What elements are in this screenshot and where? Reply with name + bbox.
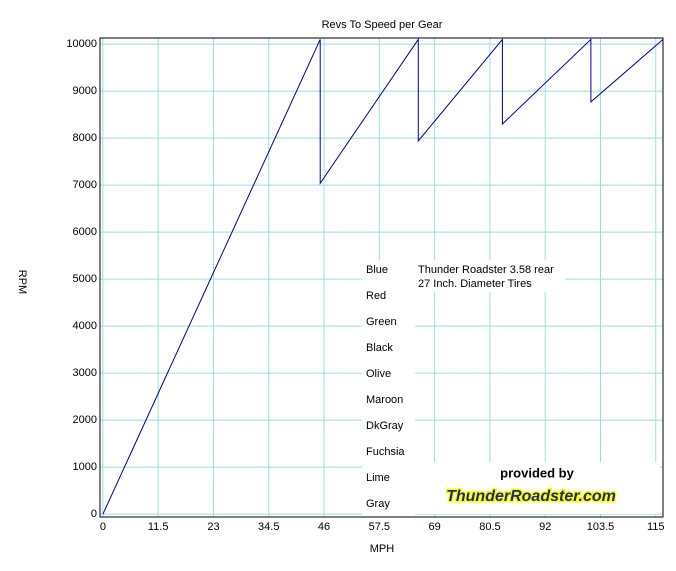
logo-box: [415, 462, 660, 514]
x-tick-label: 69: [429, 521, 441, 533]
legend-entry: Fuchsia: [366, 446, 405, 458]
logo: ThunderRoadster.com: [446, 488, 616, 505]
y-tick-label: 5000: [73, 273, 97, 285]
legend-entry: Red: [366, 290, 386, 302]
annotation: 27 Inch. Diameter Tires: [418, 278, 532, 290]
legend-entry: Black: [366, 342, 393, 354]
x-tick-label: 23: [207, 521, 219, 533]
annotation: provided by: [500, 465, 574, 480]
x-tick-label: 92: [539, 521, 551, 533]
legend-entry: Olive: [366, 368, 391, 380]
legend-entry: Blue: [366, 264, 388, 276]
legend-entry: DkGray: [366, 420, 404, 432]
legend-entry: Lime: [366, 472, 390, 484]
x-axis-label: MPH: [370, 543, 395, 555]
plot-frame: [99, 37, 664, 518]
data-line: [102, 37, 664, 515]
y-tick-label: 1000: [73, 461, 97, 473]
y-tick-label: 6000: [73, 226, 97, 238]
y-tick-label: 4000: [73, 320, 97, 332]
annotation-box: [415, 260, 565, 292]
x-tick-label: 46: [318, 521, 330, 533]
y-tick-label: 8000: [73, 132, 97, 144]
y-tick-label: 0: [91, 508, 97, 520]
x-tick-label: 115: [647, 521, 665, 533]
x-tick-label: 11.5: [148, 521, 169, 533]
y-tick-label: 9000: [73, 85, 97, 97]
y-tick-label: 7000: [73, 179, 97, 191]
y-tick-label: 10000: [66, 38, 97, 50]
y-tick-label: 2000: [73, 414, 97, 426]
legend-box: [362, 260, 415, 516]
annotation: Thunder Roadster 3.58 rear: [418, 264, 554, 276]
legend-entry: Gray: [366, 498, 390, 510]
x-tick-label: 80.5: [479, 521, 500, 533]
x-tick-label: 34.5: [258, 521, 279, 533]
y-tick-label: 3000: [73, 367, 97, 379]
y-axis-label: RPM: [16, 270, 28, 294]
legend-entry: Green: [366, 316, 397, 328]
x-tick-label: 0: [100, 521, 106, 533]
legend-entry: Maroon: [366, 394, 403, 406]
x-tick-label: 103.5: [587, 521, 615, 533]
chart-title: Revs To Speed per Gear: [322, 19, 443, 31]
x-tick-label: 57.5: [369, 521, 390, 533]
